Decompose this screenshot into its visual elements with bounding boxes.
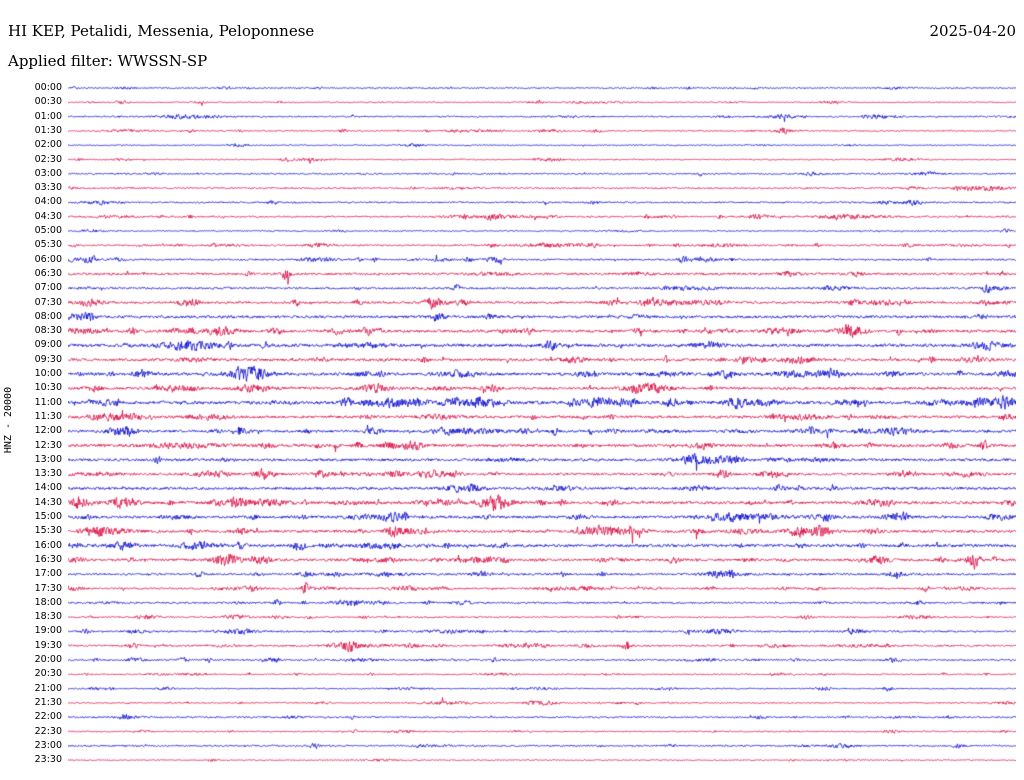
time-label: 10:30 [34,382,62,394]
time-label: 05:30 [34,239,62,251]
time-label: 11:30 [34,410,62,422]
time-label: 12:30 [34,439,62,451]
time-label: 18:30 [34,611,62,623]
date-label: 2025-04-20 [929,22,1016,40]
time-label: 04:00 [34,196,62,208]
filter-label: Applied filter: WWSSN-SP [8,52,208,70]
time-label: 00:30 [34,96,62,108]
time-label: 13:00 [34,453,62,465]
time-label: 03:00 [34,167,62,179]
time-label: 10:00 [34,368,62,379]
time-label: 17:00 [34,568,62,580]
header: HI KEP, Petalidi, Messenia, Peloponnese … [8,21,1016,41]
time-labels-column: 00:00 00:30 01:00 01:30 02:00 02:30 03:00 03:30… [0,0,64,780]
time-label: 19:30 [34,639,62,651]
time-label: 12:00 [34,425,62,437]
time-label: 06:00 [34,253,62,265]
time-label: 13:30 [34,468,62,480]
time-label: 21:30 [34,696,62,708]
time-label: 11:00 [34,396,62,408]
time-label: 14:30 [34,496,62,508]
time-label: 16:30 [34,553,62,565]
station-title: HI KEP, Petalidi, Messenia, Peloponnese [8,22,315,40]
time-label: 19:00 [34,625,62,637]
time-label: 20:00 [34,654,62,665]
time-label: 00:00 [34,82,62,93]
time-label: 09:30 [34,353,62,365]
time-label: 05:00 [34,225,62,236]
time-label: 07:30 [34,296,62,308]
time-label: 02:00 [34,139,62,151]
time-label: 23:30 [34,754,62,766]
time-label: 14:00 [34,482,62,494]
time-label: 16:00 [34,539,62,551]
time-label: 01:00 [34,110,62,122]
time-label: 22:00 [34,711,62,723]
time-label: 07:00 [34,282,62,294]
time-label: 15:00 [34,511,62,522]
time-label: 09:00 [34,339,62,351]
time-label: 22:30 [34,725,62,737]
seismogram-traces [68,80,1016,775]
time-label: 18:00 [34,596,62,608]
time-label: 08:30 [34,325,62,337]
time-label: 08:00 [34,310,62,322]
time-label: 17:30 [34,582,62,594]
time-label: 06:30 [34,267,62,279]
time-label: 02:30 [34,153,62,165]
time-label: 21:00 [34,682,62,694]
time-label: 15:30 [34,525,62,537]
time-label: 03:30 [34,182,62,194]
time-label: 20:30 [34,668,62,680]
time-label: 23:00 [34,739,62,751]
time-label: 01:30 [34,124,62,136]
time-label: 04:30 [34,210,62,222]
